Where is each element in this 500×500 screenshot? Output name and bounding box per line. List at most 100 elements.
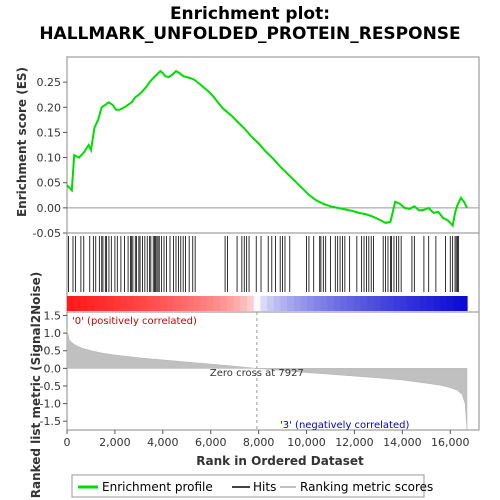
rank-color-cell bbox=[313, 296, 321, 311]
rank-color-cell bbox=[207, 296, 215, 311]
rank-color-cell bbox=[133, 296, 141, 311]
enrichment-profile-line bbox=[66, 69, 468, 228]
ranked-y-tick-label: -1.0 bbox=[40, 398, 61, 411]
zero-cross-layer: Zero cross at 7927 bbox=[210, 312, 304, 430]
x-tick-label: 0 bbox=[64, 436, 71, 449]
x-tick-label: 8,000 bbox=[243, 436, 275, 449]
rank-color-cell bbox=[180, 296, 188, 311]
rank-color-cell bbox=[147, 296, 155, 311]
rank-color-cell bbox=[173, 296, 181, 311]
es-y-axis: -0.05 0.00 0.05 0.10 0.15 0.20 0.25 bbox=[33, 76, 67, 240]
rank-color-cell bbox=[160, 296, 168, 311]
legend-hits-label: Hits bbox=[253, 480, 276, 494]
positive-correlation-label: '0' (positively correlated) bbox=[72, 316, 197, 327]
rank-color-cell bbox=[307, 296, 315, 311]
rank-color-cell bbox=[213, 296, 221, 311]
x-tick-label: 10,000 bbox=[287, 436, 326, 449]
rank-color-cell bbox=[220, 296, 228, 311]
rank-color-cell bbox=[407, 296, 415, 311]
es-y-tick-label: 0.00 bbox=[37, 202, 62, 215]
rank-color-cell bbox=[267, 296, 275, 311]
rank-color-cell bbox=[427, 296, 435, 311]
rank-color-cell bbox=[253, 296, 261, 311]
rank-color-cell bbox=[413, 296, 421, 311]
rank-color-cell bbox=[367, 296, 375, 311]
rank-color-cell bbox=[87, 296, 95, 311]
rank-color-cell bbox=[247, 296, 255, 311]
rank-color-cell bbox=[387, 296, 395, 311]
es-y-tick-label: 0.15 bbox=[37, 126, 62, 139]
rank-color-cell bbox=[73, 296, 81, 311]
rank-color-cell bbox=[353, 296, 361, 311]
rank-color-cell bbox=[193, 296, 201, 311]
rank-color-cell bbox=[100, 296, 108, 311]
rank-color-cell bbox=[67, 296, 75, 311]
rank-color-cell bbox=[393, 296, 401, 311]
rank-color-cell bbox=[93, 296, 101, 311]
rank-color-cell bbox=[340, 296, 348, 311]
rank-color-cell bbox=[453, 296, 461, 311]
rank-color-cell bbox=[187, 296, 195, 311]
rank-color-cell bbox=[360, 296, 368, 311]
rank-color-cell bbox=[273, 296, 281, 311]
ranked-metric-layer bbox=[66, 329, 468, 431]
negative-correlation-label: '3' (negatively correlated) bbox=[280, 420, 409, 431]
rank-color-cell bbox=[280, 296, 288, 311]
legend-enrichment-label: Enrichment profile bbox=[102, 480, 213, 494]
rank-color-cell bbox=[80, 296, 88, 311]
rank-color-cell bbox=[447, 296, 455, 311]
x-tick-label: 4,000 bbox=[147, 436, 179, 449]
ranked-y-tick-label: 0.0 bbox=[44, 362, 62, 375]
rank-color-cell bbox=[333, 296, 341, 311]
ranking-metric-area bbox=[66, 329, 468, 431]
rank-color-cell bbox=[107, 296, 115, 311]
es-profile-layer bbox=[66, 69, 468, 228]
x-axis-label: Rank in Ordered Dataset bbox=[196, 454, 364, 468]
rank-color-cell bbox=[373, 296, 381, 311]
x-tick-label: 12,000 bbox=[335, 436, 374, 449]
rank-color-cell bbox=[460, 296, 468, 311]
rank-color-cell bbox=[433, 296, 441, 311]
rank-color-cell bbox=[227, 296, 235, 311]
legend-ranking-label: Ranking metric scores bbox=[300, 480, 433, 494]
x-axis: 0 2,000 4,000 6,000 8,000 10,000 12,000 14,000 1… bbox=[64, 430, 470, 449]
x-tick-label: 2,000 bbox=[99, 436, 131, 449]
rank-color-cell bbox=[167, 296, 175, 311]
hits-layer bbox=[68, 236, 460, 292]
rank-color-cell bbox=[127, 296, 135, 311]
es-panel-frame bbox=[66, 56, 480, 234]
zero-cross-label: Zero cross at 7927 bbox=[210, 368, 304, 379]
rank-color-cell bbox=[420, 296, 428, 311]
title-line-1: Enrichment plot: bbox=[170, 4, 330, 24]
ranked-y-axis: 1.5 1.0 0.5 0.0 -0.5 -1.0 -1.5 bbox=[40, 310, 67, 428]
rank-color-cell bbox=[260, 296, 268, 311]
rank-color-cell bbox=[320, 296, 328, 311]
ranked-y-axis-label: Ranked list metric (Signal2Noise) bbox=[29, 272, 43, 499]
x-tick-label: 14,000 bbox=[383, 436, 422, 449]
es-y-tick-label: 0.10 bbox=[37, 152, 62, 165]
rank-color-cell bbox=[293, 296, 301, 311]
rank-color-cell bbox=[233, 296, 241, 311]
es-y-tick-label: 0.25 bbox=[37, 76, 62, 89]
rank-color-cell bbox=[347, 296, 355, 311]
es-y-axis-label: Enrichment score (ES) bbox=[15, 67, 29, 217]
rank-color-cell bbox=[140, 296, 148, 311]
rank-color-cell bbox=[380, 296, 388, 311]
rank-color-cell bbox=[120, 296, 128, 311]
rank-color-cell bbox=[153, 296, 161, 311]
ranked-y-tick-label: -1.5 bbox=[40, 415, 61, 428]
legend-box bbox=[71, 474, 425, 498]
x-tick-label: 16,000 bbox=[431, 436, 470, 449]
es-y-tick-label: 0.20 bbox=[37, 101, 62, 114]
ranked-y-tick-label: 1.0 bbox=[44, 327, 62, 340]
rank-color-bar bbox=[67, 296, 468, 311]
rank-color-cell bbox=[400, 296, 408, 311]
rank-color-cell bbox=[327, 296, 335, 311]
rank-color-cell bbox=[200, 296, 208, 311]
ranked-y-tick-label: 1.5 bbox=[44, 310, 62, 323]
ranked-y-tick-label: -0.5 bbox=[40, 380, 61, 393]
es-y-tick-label: 0.05 bbox=[37, 177, 62, 190]
title-line-2: HALLMARK_UNFOLDED_PROTEIN_RESPONSE bbox=[39, 24, 460, 44]
x-tick-label: 6,000 bbox=[195, 436, 227, 449]
